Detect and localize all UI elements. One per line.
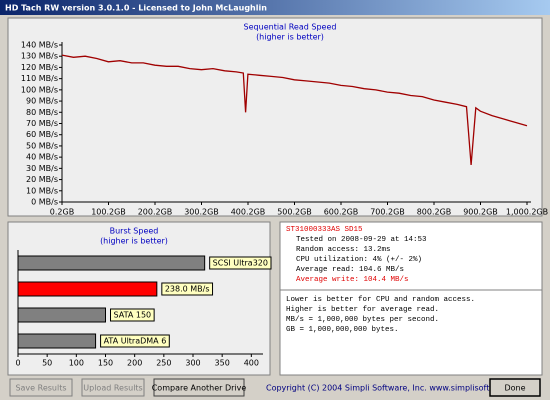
button-label: Upload Results [83, 384, 142, 393]
bar-label-box [110, 308, 155, 322]
bar-label: 238.0 MB/s [165, 285, 210, 294]
note: Lower is better for CPU and random acces… [286, 296, 475, 304]
x-tick-label: 600.2GB [324, 208, 359, 217]
bar-label: SCSI Ultra320 [213, 259, 268, 268]
info-write: Average write: 104.4 MB/s [296, 276, 409, 284]
y-tick-label: 120 MB/s [21, 63, 58, 72]
y-tick-label: 50 MB/s [26, 141, 58, 150]
x-tick-label: 250 [156, 359, 171, 368]
button [81, 378, 145, 397]
x-tick-label: 0.2GB [50, 208, 74, 217]
info-panel [279, 221, 543, 376]
y-tick-label: 20 MB/s [26, 175, 58, 184]
info-line: Average read: 104.6 MB/s [296, 266, 404, 274]
x-tick-label: 150 [98, 359, 113, 368]
bar-label-box [209, 256, 272, 270]
chart-title: Sequential Read Speed [244, 23, 337, 32]
x-tick-label: 100.2GB [91, 208, 126, 217]
x-tick-label: 200.2GB [138, 208, 173, 217]
y-tick-label: 40 MB/s [26, 153, 58, 162]
note: Higher is better for average read. [286, 306, 439, 314]
y-tick-label: 30 MB/s [26, 164, 58, 173]
x-tick-label: 1,000.2GB [506, 208, 548, 217]
drive-name: ST31000333AS SD15 [286, 226, 363, 234]
x-tick-label: 0 [15, 359, 20, 368]
y-tick-label: 80 MB/s [26, 108, 58, 117]
x-tick-label: 700.2GB [370, 208, 405, 217]
bar [17, 333, 97, 349]
x-tick-label: 100 [69, 359, 84, 368]
chart-subtitle: (higher is better) [256, 33, 324, 42]
burst-panel [7, 221, 271, 376]
note: MB/s = 1,000,000 bytes per second. [286, 316, 439, 324]
x-tick-label: 300 [185, 359, 200, 368]
bar-label-box [100, 334, 170, 348]
y-tick-label: 130 MB/s [21, 52, 58, 61]
title-bar [0, 0, 550, 15]
button-label: Save Results [15, 384, 66, 393]
y-tick-label: 60 MB/s [26, 130, 58, 139]
bar [17, 307, 106, 323]
button[interactable] [153, 378, 245, 397]
y-tick-label: 110 MB/s [21, 74, 58, 83]
copyright: Copyright (C) 2004 Simpli Software, Inc.… [266, 384, 529, 393]
button-label[interactable]: Compare Another Drive [152, 384, 247, 393]
y-tick-label: 70 MB/s [26, 119, 58, 128]
window-title: HD Tach RW version 3.0.1.0 - Licensed to… [5, 4, 267, 13]
read-panel [7, 17, 543, 217]
button-label[interactable]: Done [504, 384, 525, 393]
x-tick-label: 800.2GB [417, 208, 452, 217]
x-tick-label: 900.2GB [463, 208, 498, 217]
bar-label-box [161, 282, 214, 296]
bar-label: ATA UltraDMA 6 [104, 337, 167, 346]
button [9, 378, 73, 397]
bar-label: SATA 150 [114, 311, 152, 320]
chart-subtitle: (higher is better) [100, 237, 168, 246]
chart-title: Burst Speed [110, 227, 159, 236]
x-tick-label: 400.2GB [231, 208, 266, 217]
y-tick-label: 0 MB/s [31, 198, 58, 207]
bar [17, 255, 206, 271]
bar [17, 281, 158, 297]
x-tick-label: 300.2GB [184, 208, 219, 217]
x-tick-label: 50 [42, 359, 52, 368]
x-tick-label: 350 [215, 359, 230, 368]
button[interactable] [489, 378, 541, 397]
y-tick-label: 10 MB/s [26, 186, 58, 195]
x-tick-label: 200 [127, 359, 142, 368]
info-line: Random access: 13.2ms [296, 246, 391, 254]
y-tick-label: 100 MB/s [21, 85, 58, 94]
y-tick-label: 140 MB/s [21, 41, 58, 50]
info-line: Tested on 2008-09-29 at 14:53 [296, 236, 427, 244]
read-line [61, 54, 528, 166]
x-tick-label: 500.2GB [277, 208, 312, 217]
info-line: CPU utilization: 4% (+/- 2%) [296, 256, 422, 264]
x-tick-label: 400 [244, 359, 259, 368]
y-tick-label: 90 MB/s [26, 97, 58, 106]
note: GB = 1,000,000,000 bytes. [286, 326, 399, 334]
